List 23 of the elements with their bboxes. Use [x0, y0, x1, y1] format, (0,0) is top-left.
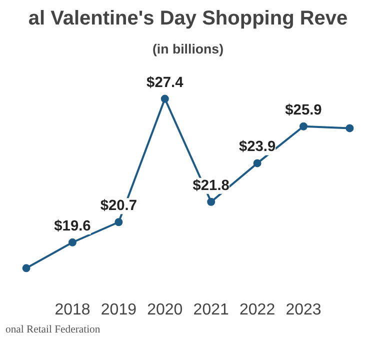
x-tick-label: 2018: [54, 302, 90, 318]
point: [114, 218, 123, 226]
point: [160, 94, 169, 103]
x-tick-label: 2023: [286, 302, 322, 318]
point: [22, 264, 30, 272]
data-label: $25.9: [285, 102, 322, 118]
data-label: $21.8: [192, 178, 230, 194]
point: [68, 238, 76, 246]
data-label: $27.4: [146, 74, 184, 91]
chart-subtitle: (in billions): [152, 42, 224, 56]
x-tick-label: 2019: [100, 302, 137, 318]
data-label: $23.9: [238, 139, 276, 156]
point: [207, 198, 216, 206]
data-label: $19.6: [54, 218, 91, 234]
point: [253, 159, 262, 168]
text: onal Retail Federation: [6, 324, 101, 336]
x-tick-label: 2021: [193, 302, 229, 318]
chart-title: al Valentine's Day Shopping Reve: [28, 8, 348, 30]
point: [346, 124, 354, 132]
data-label: $20.7: [100, 198, 138, 214]
point: [300, 122, 308, 130]
x-tick-label: 2022: [240, 302, 276, 318]
x-tick-label: 2020: [147, 302, 183, 318]
